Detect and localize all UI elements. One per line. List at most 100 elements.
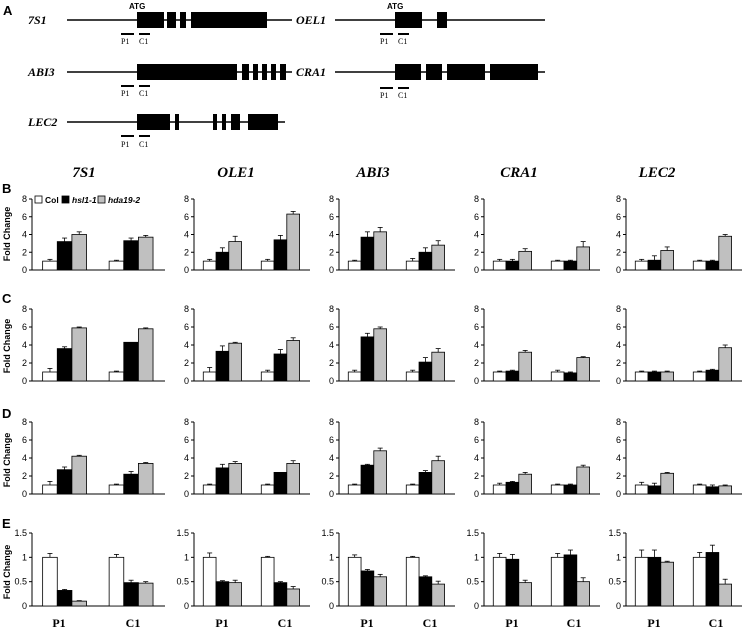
y-tick-label: 8	[616, 417, 621, 427]
exon	[242, 64, 249, 80]
y-tick-label: 6	[329, 322, 334, 332]
bar	[705, 260, 720, 271]
bar	[273, 471, 288, 495]
bar	[505, 558, 520, 607]
bar	[431, 244, 445, 271]
bar	[518, 582, 532, 607]
bar	[505, 260, 520, 271]
bar	[405, 371, 420, 382]
bar	[518, 250, 532, 271]
y-tick-label: 1	[329, 552, 334, 562]
y-tick-label: 2	[22, 358, 27, 368]
bar	[202, 371, 217, 382]
exon	[137, 64, 237, 80]
bar	[260, 556, 275, 607]
bar	[373, 328, 387, 382]
exon	[437, 12, 447, 28]
bar	[202, 484, 217, 495]
legend-label-hsl1: hsl1-1	[72, 195, 97, 205]
bar	[286, 213, 300, 271]
bar	[42, 556, 58, 607]
gene-structure-abi3: ABI3 P1 C1	[27, 64, 292, 98]
bar	[123, 473, 139, 495]
bar	[692, 484, 707, 495]
chart-c-7s1: 0 2 4 6 8	[22, 304, 165, 386]
bar	[660, 250, 674, 271]
bar	[405, 556, 420, 607]
bar	[550, 371, 565, 382]
bar	[718, 485, 732, 495]
bar	[550, 484, 565, 495]
bar	[286, 462, 300, 495]
y-tick-label: 0	[474, 601, 479, 611]
chart-b-cra1: 0 2 4 6 8	[474, 194, 600, 275]
bar	[260, 371, 275, 382]
bar	[692, 260, 707, 271]
chart-e-abi3: 0 0.5 1 1.5	[321, 528, 455, 611]
chart-c-abi3: 0 2 4 6 8	[329, 304, 455, 386]
primer-label: P1	[121, 89, 129, 98]
y-axis-title: Fold Change	[2, 319, 12, 374]
legend: Col hsl1-1 hda19-2	[34, 195, 140, 205]
bar	[202, 260, 217, 271]
exon	[231, 114, 240, 130]
bar	[492, 371, 507, 382]
y-tick-label: 6	[22, 212, 27, 222]
y-tick-label: 4	[474, 340, 479, 350]
bar	[718, 347, 732, 382]
exon	[395, 12, 422, 28]
bar	[108, 260, 125, 271]
y-tick-label: 4	[329, 340, 334, 350]
y-tick-label: 8	[474, 194, 479, 204]
bar	[108, 371, 125, 382]
y-tick-label: 8	[22, 304, 27, 314]
y-tick-label: 0	[616, 601, 621, 611]
atg-label: ATG	[387, 2, 403, 11]
y-tick-label: 8	[184, 417, 189, 427]
y-tick-label: 2	[474, 471, 479, 481]
primer-label: C1	[139, 89, 148, 98]
exon	[447, 64, 485, 80]
chart-b-ole1: 0 2 4 6 8	[184, 194, 310, 275]
primer-label: C1	[139, 140, 148, 149]
bar	[431, 583, 445, 607]
column-title: 7S1	[72, 165, 95, 181]
y-tick-label: 0	[329, 376, 334, 386]
y-tick-label: 8	[616, 194, 621, 204]
y-tick-label: 0	[474, 489, 479, 499]
y-tick-label: 2	[616, 247, 621, 257]
bar	[576, 246, 590, 271]
chart-d-7s1: 0 2 4 6 8	[22, 417, 165, 499]
y-tick-label: 6	[474, 212, 479, 222]
bar	[405, 484, 420, 495]
y-tick-label: 8	[616, 304, 621, 314]
y-axis-title: Fold Change	[2, 545, 12, 600]
x-category-label: P1	[505, 616, 518, 630]
x-category-label: P1	[647, 616, 660, 630]
y-tick-label: 6	[329, 435, 334, 445]
panel-letter-e: E	[2, 516, 11, 531]
y-tick-label: 8	[22, 417, 27, 427]
y-tick-label: 4	[616, 230, 621, 240]
bar	[550, 556, 565, 607]
bar	[228, 241, 242, 271]
bar	[56, 469, 73, 495]
chart-d-abi3: 0 2 4 6 8	[329, 417, 455, 499]
bar	[634, 556, 649, 607]
bar	[647, 556, 662, 607]
x-category-label: C1	[278, 616, 293, 630]
y-tick-label: 0	[474, 376, 479, 386]
exon	[426, 64, 442, 80]
bar	[71, 455, 87, 495]
legend-swatch-hsl1	[61, 195, 70, 204]
bar	[215, 350, 230, 382]
bar	[634, 260, 649, 271]
x-category-labels: P1 C1 P1 C1 P1 C1 P1 C1 P1 C1	[52, 616, 723, 630]
y-tick-label: 0.5	[608, 577, 621, 587]
bar	[492, 484, 507, 495]
exon	[180, 12, 186, 28]
chart-c-ole1: 0 2 4 6 8	[184, 304, 310, 386]
y-tick-label: 2	[474, 247, 479, 257]
y-axis-title: Fold Change	[2, 207, 12, 262]
y-tick-label: 2	[329, 471, 334, 481]
